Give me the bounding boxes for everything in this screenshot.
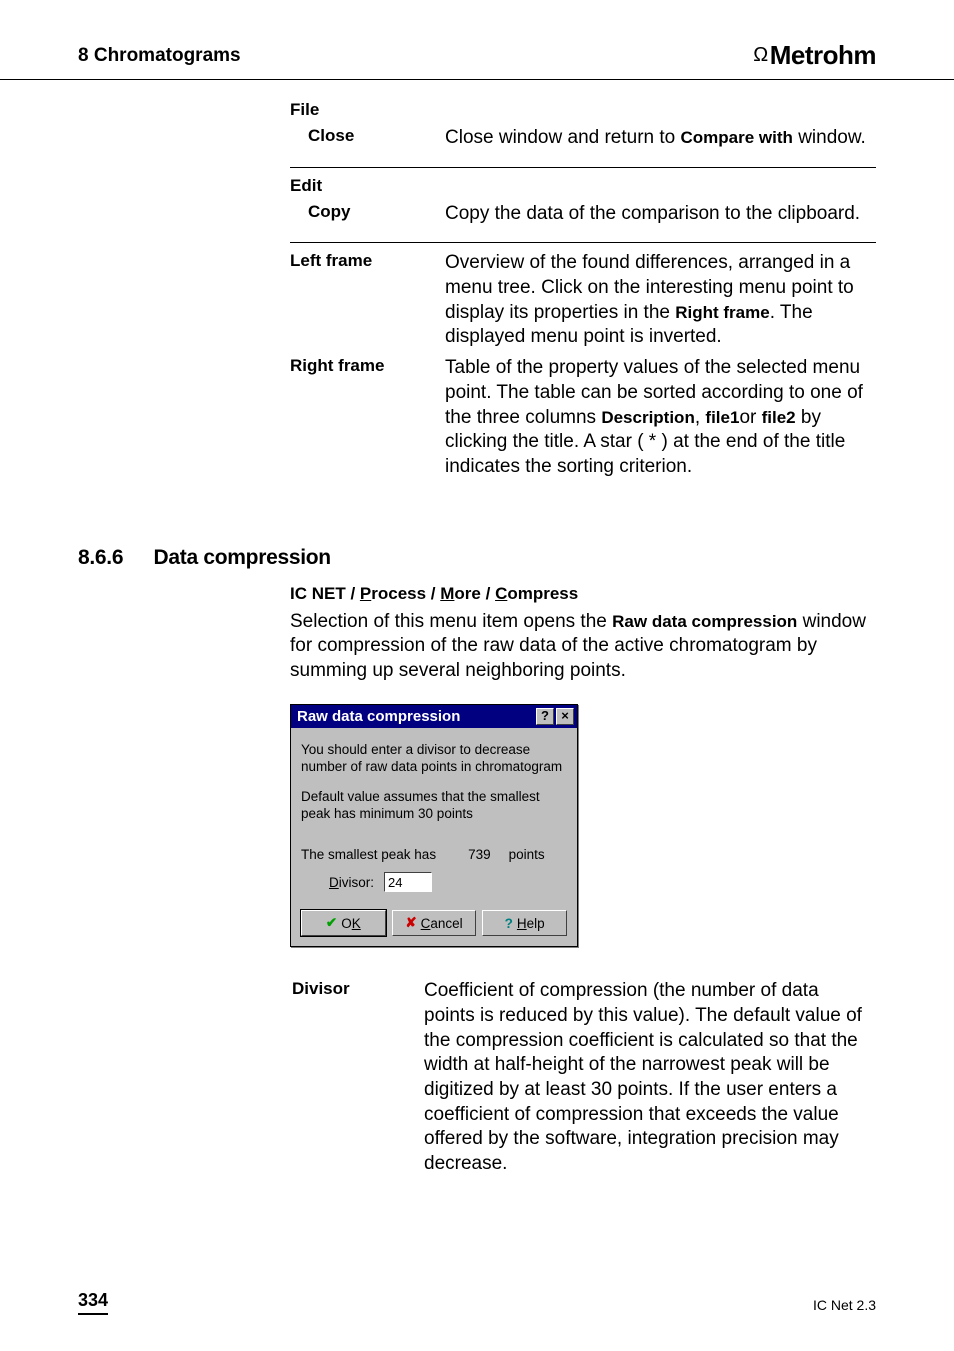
right-frame-desc: Table of the property values of the sele…	[445, 356, 876, 485]
divisor-term: Divisor	[292, 979, 422, 1177]
divisor-definition-table: Divisor Coefficient of compression (the …	[290, 977, 876, 1179]
right-frame-label: Right frame	[290, 356, 445, 485]
help-titlebar-button[interactable]: ?	[536, 708, 554, 725]
separator-row	[290, 157, 876, 168]
menu-path: IC NET / Process / More / Compress	[290, 584, 876, 604]
brand-logo: ΩMetrohm	[753, 40, 876, 71]
page-content: File Close Close window and return to Co…	[0, 80, 954, 1179]
smallest-peak-unit: points	[509, 847, 545, 862]
table-row: Copy Copy the data of the comparison to …	[290, 202, 876, 233]
question-icon: ?	[505, 916, 513, 931]
dialog-text-2: Default value assumes that the smallest …	[301, 789, 567, 823]
file-menu-label: File	[290, 100, 445, 126]
smallest-peak-label: The smallest peak has	[301, 847, 436, 862]
page-number: 334	[78, 1290, 108, 1315]
edit-copy-desc: Copy the data of the comparison to the c…	[445, 202, 876, 233]
close-titlebar-button[interactable]: ×	[556, 708, 574, 725]
dialog-titlebar[interactable]: Raw data compression ? ×	[291, 705, 577, 728]
cancel-button[interactable]: ✘ Cancel	[392, 910, 477, 936]
check-icon: ✔	[326, 915, 337, 931]
footer-product: IC Net 2.3	[813, 1297, 876, 1313]
file-close-desc: Close window and return to Compare with …	[445, 126, 876, 157]
table-row: File	[290, 100, 876, 126]
divisor-row: Divisor:	[329, 872, 567, 892]
edit-menu-label: Edit	[290, 167, 445, 202]
section-intro: Selection of this menu item opens the Ra…	[290, 610, 876, 684]
dialog-text-1: You should enter a divisor to decrease n…	[301, 742, 567, 776]
smallest-peak-value: 739	[468, 847, 491, 862]
table-row: Left frame Overview of the found differe…	[290, 243, 876, 356]
section-number: 8.6.6	[78, 546, 148, 570]
page-header: 8 Chromatograms ΩMetrohm	[0, 0, 954, 80]
help-button[interactable]: ? Help	[482, 910, 567, 936]
menu-definitions-table: File Close Close window and return to Co…	[290, 100, 876, 486]
dialog-button-row: ✔ OK ✘ Cancel ? Help	[301, 910, 567, 936]
dialog-body: You should enter a divisor to decrease n…	[291, 728, 577, 947]
raw-data-compression-dialog: Raw data compression ? × You should ente…	[290, 704, 578, 948]
file-close-label: Close	[290, 126, 445, 157]
separator-row	[290, 232, 876, 243]
divisor-label: Divisor:	[329, 875, 374, 890]
smallest-peak-row: The smallest peak has 739 points	[301, 847, 567, 862]
divisor-input[interactable]	[384, 872, 432, 892]
cross-icon: ✘	[405, 915, 416, 931]
section-body: IC NET / Process / More / Compress Selec…	[290, 584, 876, 948]
section-title: Data compression	[154, 546, 331, 569]
table-row: Close Close window and return to Compare…	[290, 126, 876, 157]
left-frame-desc: Overview of the found differences, arran…	[445, 243, 876, 356]
edit-copy-label: Copy	[290, 202, 445, 233]
table-row: Edit	[290, 167, 876, 202]
brand-omega-icon: Ω	[753, 44, 767, 66]
table-row: Right frame Table of the property values…	[290, 356, 876, 485]
table-row: Divisor Coefficient of compression (the …	[292, 979, 874, 1177]
ok-button[interactable]: ✔ OK	[301, 910, 386, 936]
left-frame-label: Left frame	[290, 243, 445, 356]
dialog-title: Raw data compression	[297, 708, 460, 725]
divisor-desc: Coefficient of compression (the number o…	[424, 979, 874, 1177]
chapter-title: 8 Chromatograms	[78, 45, 241, 67]
section-heading: 8.6.6 Data compression	[78, 546, 876, 570]
